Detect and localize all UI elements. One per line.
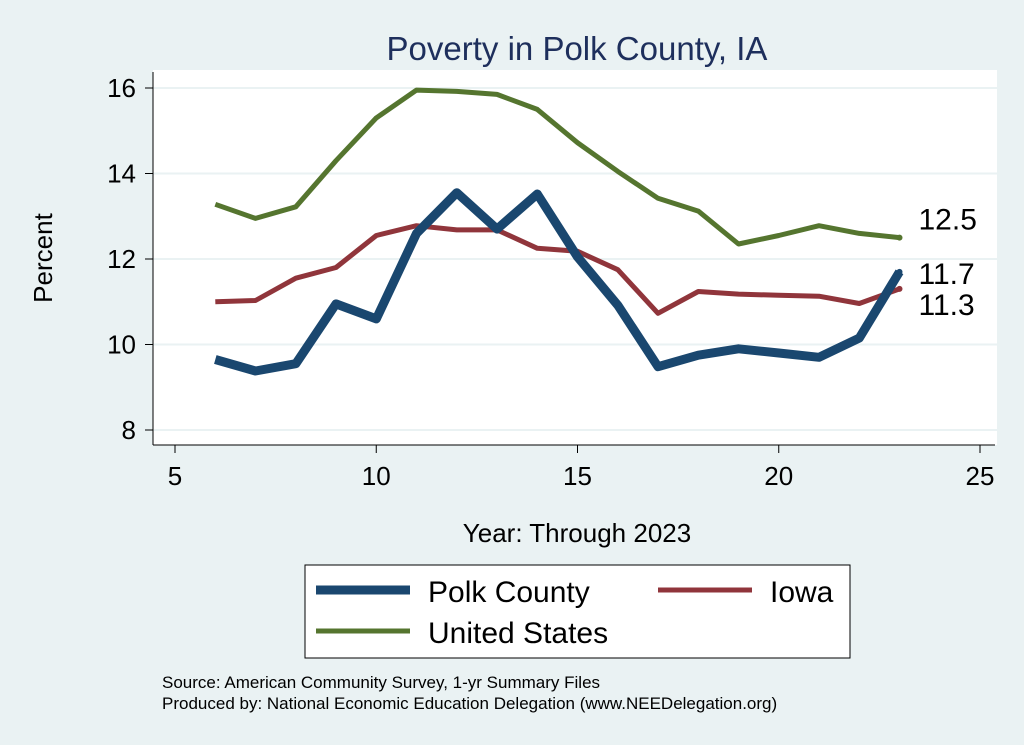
x-tick-label: 25 [966, 461, 995, 491]
x-axis: 5 10 15 20 25 [153, 444, 995, 491]
y-tick-label: 16 [107, 73, 136, 103]
x-tick-label: 20 [764, 461, 793, 491]
legend-label-united-states: United States [428, 617, 608, 650]
y-tick-label: 10 [107, 330, 136, 360]
legend-label-iowa: Iowa [770, 576, 834, 609]
end-label-united-states: 12.5 [919, 204, 977, 237]
y-axis: 8 10 12 14 16 [107, 72, 154, 445]
y-tick-label: 14 [107, 159, 136, 189]
end-marker-polk-county [896, 268, 903, 275]
end-label-polk-county: 11.7 [919, 258, 975, 291]
y-tick-label: 12 [107, 244, 136, 274]
legend: Polk County Iowa United States [304, 564, 851, 659]
legend-box [304, 564, 851, 659]
end-label-iowa: 11.3 [919, 289, 975, 322]
series-lines [214, 87, 904, 376]
y-axis-label: Percent [28, 212, 58, 302]
series-line-iowa [215, 223, 901, 316]
end-marker-united-states [896, 234, 903, 241]
y-tick-label: 8 [122, 415, 136, 445]
x-tick-label: 15 [563, 461, 592, 491]
legend-items: Polk County Iowa United States [316, 576, 834, 650]
series-line-polk-county [214, 188, 904, 376]
legend-label-polk-county: Polk County [428, 576, 590, 609]
x-axis-label: Year: Through 2023 [463, 518, 691, 548]
end-labels: 12.5 11.711.3 [896, 204, 977, 322]
series-line-united-states [214, 87, 900, 247]
x-tick-label: 10 [362, 461, 391, 491]
chart-title: Poverty in Polk County, IA [387, 30, 768, 67]
end-marker-iowa [896, 285, 903, 292]
source-note: Source: American Community Survey, 1-yr … [162, 673, 600, 692]
x-tick-label: 5 [168, 461, 182, 491]
produced-by-note: Produced by: National Economic Education… [162, 694, 777, 713]
